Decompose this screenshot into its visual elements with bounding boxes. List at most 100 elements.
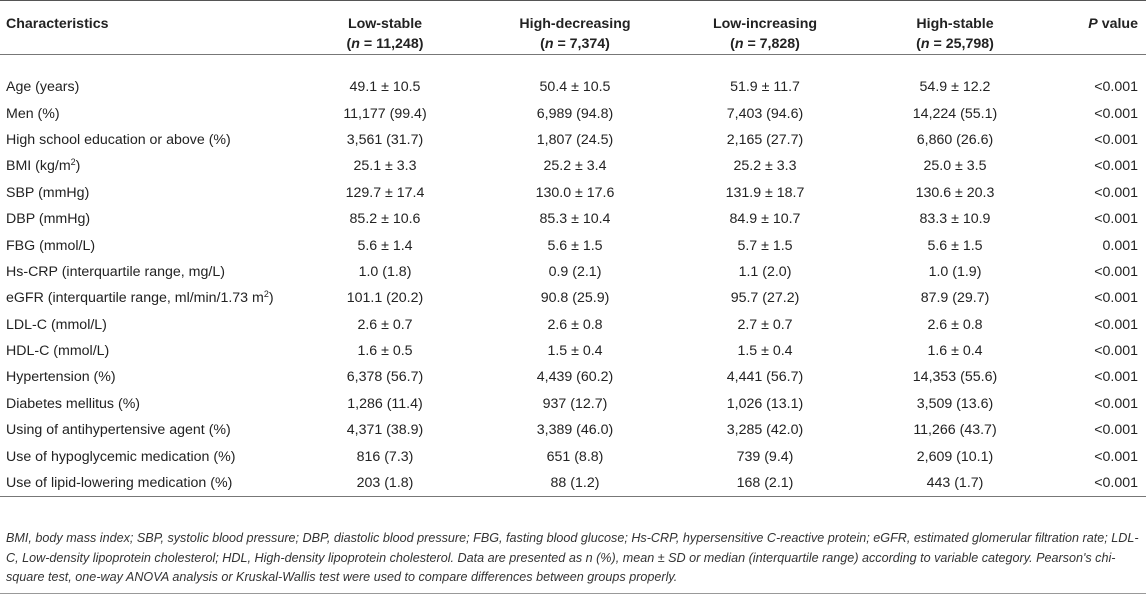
cell-p-value: <0.001 <box>1094 211 1138 228</box>
table-row: BMI (kg/m2) 25.1 ± 3.3 25.2 ± 3.4 25.2 ± 3.… <box>0 153 1146 179</box>
table-row: Use of hypoglycemic medication (%) 816 (7… <box>0 443 1146 469</box>
cell-value: 3,285 (42.0) <box>726 422 804 439</box>
cell-value: 3,509 (13.6) <box>916 395 994 412</box>
cell-value: 5.6 ± 1.5 <box>547 237 603 254</box>
cell-value: 49.1 ± 10.5 <box>349 79 421 96</box>
table-row: High school education or above (%) 3,561 … <box>0 127 1146 153</box>
cell-value: 54.9 ± 12.2 <box>919 79 991 96</box>
group-name: Low-increasing <box>712 16 818 32</box>
cell-p-value: <0.001 <box>1094 422 1138 439</box>
cell-value: 85.2 ± 10.6 <box>349 211 421 228</box>
cell-p-value: <0.001 <box>1094 448 1138 465</box>
cell-value: 1,807 (24.5) <box>536 131 614 148</box>
row-label: Use of hypoglycemic medication (%) <box>6 448 236 465</box>
group-name: High-decreasing <box>519 16 631 32</box>
characteristics-table: Characteristics Low-stable (n = 11,248) … <box>0 0 1146 497</box>
cell-value: 3,561 (31.7) <box>346 131 424 148</box>
cell-p-value: <0.001 <box>1094 369 1138 386</box>
cell-value: 4,441 (56.7) <box>726 369 804 386</box>
row-label: BMI (kg/m2) <box>6 157 81 175</box>
row-label: Age (years) <box>6 79 80 96</box>
row-label: HDL-C (mmol/L) <box>6 343 110 360</box>
table-row: HDL-C (mmol/L) 1.6 ± 0.5 1.5 ± 0.4 1.5 ± 0.… <box>0 338 1146 364</box>
header-group-high-stable: High-stable (n = 25,798) <box>860 0 1050 55</box>
cell-value: 1.5 ± 0.4 <box>547 343 603 360</box>
cell-value: 2.6 ± 0.8 <box>547 316 603 333</box>
cell-value: 90.8 (25.9) <box>540 290 610 307</box>
row-label: LDL-C (mmol/L) <box>6 316 107 333</box>
cell-value: 3,389 (46.0) <box>536 422 614 439</box>
row-label: eGFR (interquartile range, ml/min/1.73 m… <box>6 289 274 307</box>
row-label: FBG (mmol/L) <box>6 237 96 254</box>
cell-value: 2.6 ± 0.7 <box>357 316 413 333</box>
cell-value: 14,353 (55.6) <box>912 369 998 386</box>
cell-value: 937 (12.7) <box>542 395 608 412</box>
table-row: Using of antihypertensive agent (%) 4,371… <box>0 417 1146 443</box>
cell-value: 6,989 (94.8) <box>536 105 614 122</box>
table-row: SBP (mmHg) 129.7 ± 17.4 130.0 ± 17.6 131.9 … <box>0 180 1146 206</box>
cell-value: 739 (9.4) <box>736 448 794 465</box>
table-row: Hypertension (%) 6,378 (56.7) 4,439 (60.2)… <box>0 364 1146 390</box>
cell-p-value: <0.001 <box>1094 343 1138 360</box>
cell-value: 5.6 ± 1.5 <box>927 237 983 254</box>
cell-value: 0.9 (2.1) <box>548 263 602 280</box>
cell-p-value: <0.001 <box>1094 316 1138 333</box>
cell-value: 1.0 (1.8) <box>358 263 412 280</box>
cell-value: 2,165 (27.7) <box>726 131 804 148</box>
cell-value: 2,609 (10.1) <box>916 448 994 465</box>
cell-value: 101.1 (20.2) <box>346 290 424 307</box>
row-label: Diabetes mellitus (%) <box>6 395 141 412</box>
cell-value: 25.2 ± 3.4 <box>543 158 607 175</box>
cell-value: 83.3 ± 10.9 <box>919 211 991 228</box>
cell-value: 1.5 ± 0.4 <box>737 343 793 360</box>
cell-value: 2.7 ± 0.7 <box>737 316 793 333</box>
table-row: LDL-C (mmol/L) 2.6 ± 0.7 2.6 ± 0.8 2.7 ± 0.… <box>0 312 1146 338</box>
header-characteristics: Characteristics <box>0 0 290 55</box>
group-n: (n = 7,828) <box>730 36 800 52</box>
cell-value: 1.6 ± 0.4 <box>927 343 983 360</box>
cell-value: 50.4 ± 10.5 <box>539 79 611 96</box>
row-label: Men (%) <box>6 105 60 122</box>
cell-value: 11,266 (43.7) <box>913 422 997 439</box>
cell-value: 4,439 (60.2) <box>536 369 614 386</box>
row-label: Use of lipid-lowering medication (%) <box>0 469 290 497</box>
cell-value: 88 (1.2) <box>480 469 670 497</box>
table-row: Use of lipid-lowering medication (%) 203 … <box>0 469 1146 497</box>
table-body: Age (years) 49.1 ± 10.5 50.4 ± 10.5 51.9 ± … <box>0 55 1146 497</box>
cell-p-value: <0.001 <box>1094 290 1138 307</box>
table-row: Diabetes mellitus (%) 1,286 (11.4) 937 (12… <box>0 391 1146 417</box>
row-label: SBP (mmHg) <box>6 184 90 201</box>
cell-p-value: <0.001 <box>1094 184 1138 201</box>
cell-value: 14,224 (55.1) <box>912 105 998 122</box>
cell-value: 1.0 (1.9) <box>928 263 982 280</box>
cell-value: 51.9 ± 11.7 <box>730 79 800 96</box>
cell-value: 816 (7.3) <box>356 448 414 465</box>
cell-value: 130.0 ± 17.6 <box>535 184 615 201</box>
cell-p-value: <0.001 <box>1094 105 1138 122</box>
cell-value: 84.9 ± 10.7 <box>729 211 801 228</box>
table-row: Hs-CRP (interquartile range, mg/L) 1.0 (1… <box>0 259 1146 285</box>
row-label: Using of antihypertensive agent (%) <box>6 422 231 439</box>
cell-value: 2.6 ± 0.8 <box>927 316 983 333</box>
cell-value: 5.7 ± 1.5 <box>737 237 793 254</box>
group-n: (n = 11,248) <box>346 36 424 52</box>
cell-p-value: <0.001 <box>1094 395 1138 412</box>
header-group-low-increasing: Low-increasing (n = 7,828) <box>670 0 860 55</box>
table-row: DBP (mmHg) 85.2 ± 10.6 85.3 ± 10.4 84.9 ± 1… <box>0 206 1146 232</box>
cell-value: 131.9 ± 18.7 <box>725 184 805 201</box>
cell-value: 1.1 (2.0) <box>738 263 792 280</box>
cell-value: 95.7 (27.2) <box>730 290 800 307</box>
cell-value: 4,371 (38.9) <box>346 422 424 439</box>
table-row: FBG (mmol/L) 5.6 ± 1.4 5.6 ± 1.5 5.7 ± 1.5 5… <box>0 232 1146 258</box>
cell-value: 7,403 (94.6) <box>726 105 804 122</box>
cell-p-value: <0.001 <box>1094 131 1138 148</box>
header-group-high-decreasing: High-decreasing (n = 7,374) <box>480 0 670 55</box>
cell-value: 25.0 ± 3.5 <box>923 158 987 175</box>
group-n: (n = 7,374) <box>540 36 610 52</box>
cell-value: 130.6 ± 20.3 <box>915 184 995 201</box>
row-label: Hs-CRP (interquartile range, mg/L) <box>6 263 225 280</box>
cell-p-value: <0.001 <box>1050 469 1146 497</box>
table-footnote: BMI, body mass index; SBP, systolic bloo… <box>6 531 1139 584</box>
table-row: Men (%) 11,177 (99.4) 6,989 (94.8) 7,403 (9… <box>0 100 1146 126</box>
